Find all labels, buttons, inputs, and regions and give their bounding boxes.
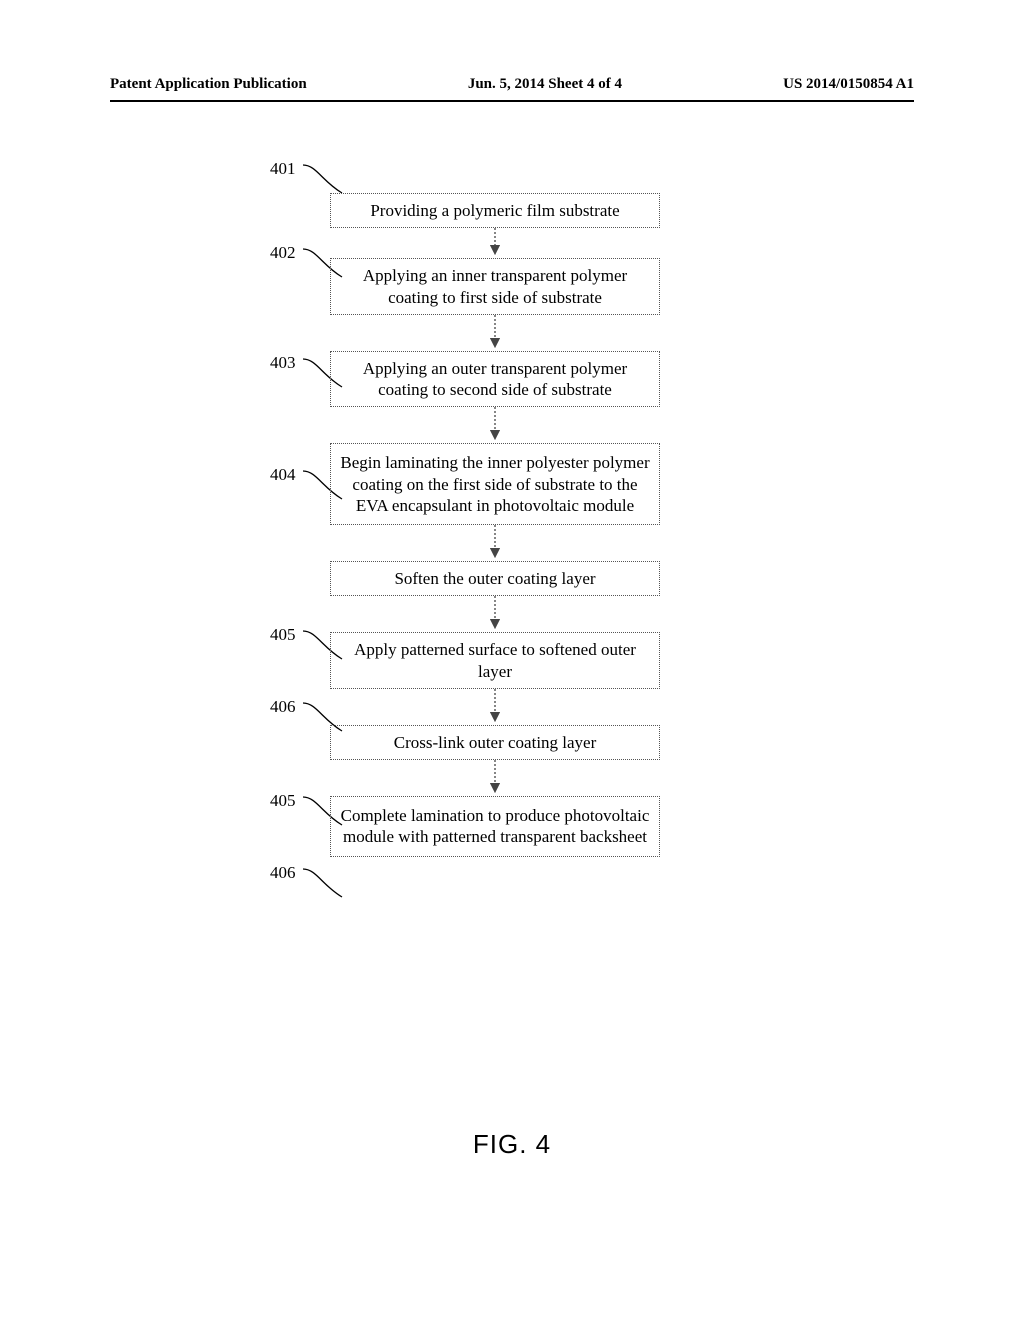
leader-401 — [302, 163, 350, 197]
flow-step: Applying an outer transparent polymer co… — [330, 351, 660, 408]
flow-step: Providing a polymeric film substrate — [330, 193, 660, 228]
leader-406b — [302, 867, 350, 901]
ref-label-405a: 405 — [270, 625, 296, 645]
ref-label-405b: 405 — [270, 791, 296, 811]
header-rule — [110, 100, 914, 102]
flow-step-text: Providing a polymeric film substrate — [370, 201, 619, 220]
flow-step: Apply patterned surface to softened oute… — [330, 632, 660, 689]
flow-step-text: Soften the outer coating layer — [394, 569, 595, 588]
flow-step-text: Applying an inner transparent polymer co… — [363, 266, 627, 306]
flow-step: Soften the outer coating layer — [330, 561, 660, 596]
flow-arrow — [330, 689, 660, 725]
ref-label-401: 401 — [270, 159, 296, 179]
flow-arrow — [330, 596, 660, 632]
header-right: US 2014/0150854 A1 — [783, 76, 914, 93]
flow-step-text: Applying an outer transparent polymer co… — [363, 359, 627, 399]
flowchart: 401 Providing a polymeric film substrate… — [330, 175, 660, 857]
flow-step: Cross-link outer coating layer — [330, 725, 660, 760]
flow-step-text: Apply patterned surface to softened oute… — [354, 640, 636, 680]
flow-arrow — [330, 525, 660, 561]
header-center: Jun. 5, 2014 Sheet 4 of 4 — [468, 76, 622, 93]
flow-arrow — [330, 315, 660, 351]
flow-step: Complete lamination to produce photovolt… — [330, 796, 660, 857]
flow-arrow — [330, 228, 660, 258]
flow-arrow — [330, 407, 660, 443]
ref-label-403: 403 — [270, 353, 296, 373]
figure-caption: FIG. 4 — [0, 1129, 1024, 1160]
ref-label-406a: 406 — [270, 697, 296, 717]
ref-label-404: 404 — [270, 465, 296, 485]
header-left: Patent Application Publication — [110, 76, 307, 93]
flow-arrow — [330, 760, 660, 796]
page-header: Patent Application Publication Jun. 5, 2… — [110, 76, 914, 93]
ref-label-406b: 406 — [270, 863, 296, 883]
flow-step-text: Cross-link outer coating layer — [394, 733, 597, 752]
flow-step-text: Complete lamination to produce photovolt… — [341, 806, 650, 846]
flow-step-text: Begin laminating the inner polyester pol… — [340, 453, 649, 515]
flow-step: Begin laminating the inner polyester pol… — [330, 443, 660, 525]
ref-label-402: 402 — [270, 243, 296, 263]
flow-step: Applying an inner transparent polymer co… — [330, 258, 660, 315]
